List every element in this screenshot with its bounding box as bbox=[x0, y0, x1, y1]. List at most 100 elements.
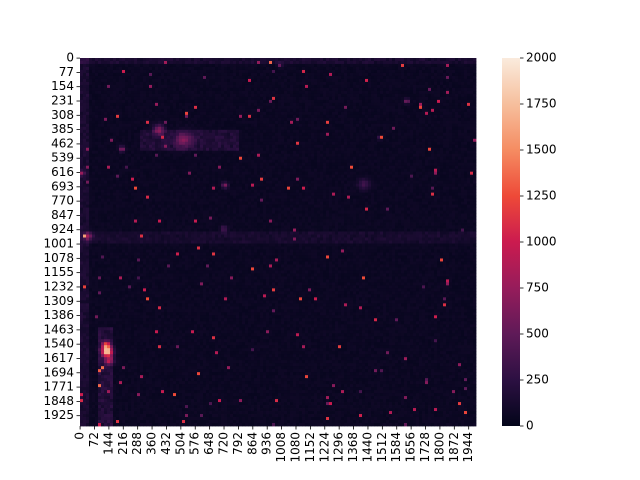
heatmap-cell bbox=[464, 67, 467, 70]
heatmap-cell bbox=[242, 115, 245, 118]
heatmap-cell bbox=[353, 67, 356, 70]
heatmap-cell bbox=[329, 160, 332, 163]
heatmap-cell bbox=[395, 79, 398, 82]
heatmap-cell bbox=[281, 85, 284, 88]
heatmap-cell bbox=[359, 139, 362, 142]
heatmap-cell bbox=[128, 118, 131, 121]
heatmap-cell bbox=[218, 94, 221, 97]
heatmap-cell bbox=[92, 166, 95, 169]
heatmap-cell bbox=[308, 112, 311, 115]
heatmap-cell bbox=[242, 121, 245, 124]
heatmap-cell bbox=[272, 70, 275, 73]
heatmap-cell bbox=[347, 73, 350, 76]
heatmap-cell bbox=[233, 130, 236, 133]
heatmap-cell bbox=[275, 79, 278, 82]
heatmap-cell bbox=[131, 121, 134, 124]
heatmap-cell bbox=[155, 115, 158, 118]
heatmap-cell bbox=[134, 79, 137, 82]
heatmap-cell bbox=[323, 58, 326, 61]
heatmap-cell bbox=[221, 118, 224, 121]
heatmap-cell bbox=[386, 73, 389, 76]
heatmap-cell bbox=[350, 91, 353, 94]
heatmap-cell bbox=[146, 73, 149, 76]
heatmap-cell bbox=[446, 73, 449, 76]
heatmap-cell bbox=[293, 76, 296, 79]
heatmap-cell bbox=[347, 85, 350, 88]
heatmap-cell bbox=[314, 154, 317, 157]
heatmap-cell bbox=[173, 109, 176, 112]
heatmap-cell bbox=[221, 85, 224, 88]
heatmap-cell bbox=[317, 133, 320, 136]
heatmap-cell bbox=[422, 133, 425, 136]
heatmap-cell bbox=[395, 160, 398, 163]
heatmap-cell bbox=[404, 97, 407, 100]
heatmap-cell bbox=[338, 85, 341, 88]
heatmap-cell bbox=[308, 58, 311, 61]
heatmap-cell bbox=[473, 112, 476, 115]
heatmap-cell bbox=[86, 142, 89, 145]
heatmap-cell bbox=[320, 112, 323, 115]
heatmap-cell bbox=[284, 112, 287, 115]
heatmap-cell bbox=[125, 160, 128, 163]
heatmap-cell bbox=[260, 88, 263, 91]
heatmap-cell bbox=[344, 85, 347, 88]
heatmap-cell bbox=[215, 85, 218, 88]
heatmap-cell bbox=[134, 121, 137, 124]
heatmap-cell bbox=[473, 160, 476, 163]
heatmap-cell bbox=[107, 91, 110, 94]
heatmap-cell bbox=[371, 79, 374, 82]
heatmap-cell bbox=[320, 64, 323, 67]
heatmap-cell bbox=[194, 133, 197, 136]
heatmap-cell bbox=[422, 157, 425, 160]
heatmap-cell bbox=[266, 124, 269, 127]
heatmap-cell bbox=[191, 139, 194, 142]
heatmap-cell bbox=[326, 67, 329, 70]
heatmap-cell bbox=[311, 154, 314, 157]
heatmap-cell bbox=[158, 163, 161, 166]
heatmap-cell bbox=[383, 70, 386, 73]
heatmap-cell bbox=[248, 97, 251, 100]
heatmap-cell bbox=[146, 145, 149, 148]
heatmap-cell bbox=[83, 79, 86, 82]
heatmap-cell bbox=[113, 121, 116, 124]
heatmap-cell bbox=[380, 100, 383, 103]
heatmap-cell bbox=[173, 148, 176, 151]
heatmap-cell bbox=[182, 67, 185, 70]
heatmap-cell bbox=[407, 157, 410, 160]
heatmap-cell bbox=[434, 73, 437, 76]
heatmap-cell bbox=[461, 64, 464, 67]
heatmap-cell bbox=[302, 160, 305, 163]
heatmap-cell bbox=[257, 163, 260, 166]
heatmap-cell bbox=[89, 145, 92, 148]
heatmap-cell bbox=[419, 112, 422, 115]
heatmap-cell bbox=[176, 82, 179, 85]
heatmap-cell bbox=[308, 64, 311, 67]
heatmap-cell bbox=[347, 64, 350, 67]
heatmap-cell bbox=[266, 118, 269, 121]
heatmap-cell bbox=[284, 70, 287, 73]
heatmap-cell bbox=[176, 103, 179, 106]
heatmap-cell bbox=[440, 148, 443, 151]
heatmap-cell bbox=[128, 160, 131, 163]
heatmap-cell bbox=[167, 73, 170, 76]
heatmap-cell bbox=[449, 154, 452, 157]
heatmap-cell bbox=[287, 58, 290, 61]
heatmap-cell bbox=[386, 64, 389, 67]
heatmap-cell bbox=[422, 148, 425, 151]
heatmap-cell bbox=[128, 121, 131, 124]
heatmap-cell bbox=[122, 67, 125, 70]
heatmap-cell bbox=[353, 82, 356, 85]
heatmap-cell bbox=[98, 139, 101, 142]
heatmap-cell bbox=[281, 130, 284, 133]
heatmap-cell bbox=[410, 82, 413, 85]
heatmap-cell bbox=[155, 166, 158, 169]
heatmap-cell bbox=[380, 139, 383, 142]
heatmap-cell bbox=[167, 79, 170, 82]
heatmap-cell bbox=[113, 157, 116, 160]
heatmap-cell bbox=[233, 100, 236, 103]
heatmap-cell bbox=[251, 160, 254, 163]
heatmap-cell bbox=[269, 139, 272, 142]
heatmap-cell bbox=[200, 64, 203, 67]
heatmap-cell bbox=[275, 139, 278, 142]
heatmap-cell bbox=[404, 133, 407, 136]
